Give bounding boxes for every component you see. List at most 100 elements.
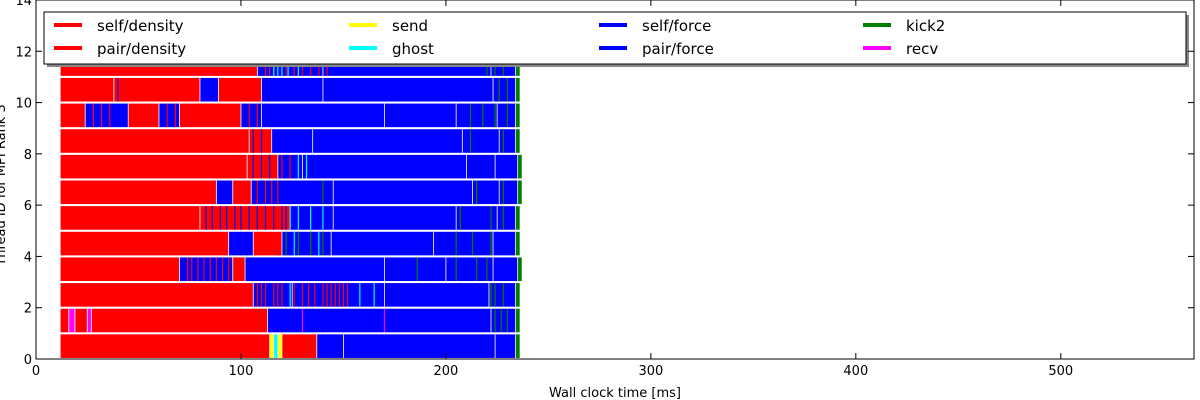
legend-box <box>43 11 1187 65</box>
y-tick-label-0: 0 <box>24 353 32 368</box>
y-tick-label-6: 6 <box>24 199 32 214</box>
task-tick-thread-10-24-1 <box>264 77 267 102</box>
task-tick-thread-2-4-3 <box>273 283 275 307</box>
task-bar-thread-8-1 <box>249 129 272 153</box>
task-bar-thread-3-4 <box>384 257 446 282</box>
task-tick-thread-2-4-11 <box>326 283 328 307</box>
task-bar-thread-1-8 <box>491 308 516 333</box>
task-bar-thread-4-6 <box>493 231 516 256</box>
task-tick-thread-3-7-2 <box>197 257 199 282</box>
task-bar-thread-4-5 <box>433 231 494 256</box>
task-bar-thread-8-6 <box>515 129 520 153</box>
task-tick-thread-1-1-7 <box>297 308 299 333</box>
task-bar-thread-4-2 <box>253 231 282 256</box>
y-tick-label-12: 12 <box>15 45 32 60</box>
task-tick-thread-2-4-1 <box>260 283 263 307</box>
task-tick-thread-2-4-7 <box>301 283 304 307</box>
task-bar-thread-1-0 <box>60 308 69 333</box>
task-tick-thread-1-1-9 <box>312 308 314 333</box>
task-tick-thread-5-14-2 <box>502 206 504 230</box>
task-tick-thread-5-12-4 <box>234 206 236 230</box>
task-tick-thread-5-13-3 <box>322 206 324 230</box>
task-tick-thread-9-22-5 <box>150 103 152 128</box>
task-tick-thread-5-12-7 <box>256 206 258 230</box>
task-tick-thread-2-4-13 <box>334 283 336 307</box>
task-bar-thread-5-4 <box>456 206 498 230</box>
task-tick-thread-4-10-2 <box>310 231 312 256</box>
task-bar-thread-9-7 <box>384 103 457 128</box>
task-tick-thread-2-6-0 <box>490 283 492 307</box>
task-tick-thread-7-18-1 <box>289 154 291 179</box>
task-tick-thread-2-4-6 <box>293 283 295 307</box>
legend-label-5: pair/force <box>642 40 714 58</box>
task-bar-thread-6-3 <box>251 180 334 205</box>
y-axis-label: Thread ID for MPI Rank 3 <box>0 104 9 266</box>
task-tick-thread-3-8-2 <box>476 257 478 282</box>
task-tick-thread-4-11-0 <box>293 231 295 256</box>
task-tick-thread-5-12-2 <box>219 206 222 230</box>
task-tick-thread-2-4-12 <box>330 283 332 307</box>
task-tick-thread-8-20-0 <box>252 129 254 153</box>
task-tick-thread-2-5-1 <box>359 283 361 307</box>
task-tick-thread-9-22-3 <box>133 103 135 128</box>
task-bar-thread-5-0 <box>60 206 200 230</box>
task-bar-thread-10-3 <box>218 77 262 102</box>
x-axis-label: Wall clock time [ms] <box>549 386 681 400</box>
task-bar-thread-9-0 <box>60 103 86 128</box>
task-tick-thread-0-0-4 <box>336 334 338 358</box>
task-bar-thread-4-4 <box>331 231 434 256</box>
y-tick-label-2: 2 <box>24 302 32 317</box>
y-tick-label-14: 14 <box>15 0 32 9</box>
task-bar-thread-9-2 <box>128 103 159 128</box>
x-tick-label-100: 100 <box>229 364 254 379</box>
task-tick-thread-10-25-1 <box>506 77 508 102</box>
task-bar-thread-9-6 <box>261 103 385 128</box>
task-tick-thread-9-22-6 <box>166 103 168 128</box>
task-bar-thread-3-3 <box>245 257 385 282</box>
task-tick-thread-7-18-0 <box>281 154 283 179</box>
task-bar-thread-5-2 <box>290 206 334 230</box>
task-tick-thread-3-7-9 <box>238 257 240 282</box>
task-bar-thread-10-7 <box>515 77 520 102</box>
task-bar-thread-8-2 <box>271 129 313 153</box>
task-bar-thread-10-0 <box>60 77 114 102</box>
x-tick-label-400: 400 <box>843 364 868 379</box>
task-tick-thread-2-4-10 <box>322 283 324 307</box>
task-bar-thread-6-7 <box>517 180 522 205</box>
x-tick-label-300: 300 <box>638 364 663 379</box>
task-tick-thread-2-5-0 <box>289 283 291 307</box>
task-tick-thread-5-13-2 <box>310 206 312 230</box>
task-tick-thread-1-1-5 <box>289 308 291 333</box>
task-bar-thread-1-4 <box>91 308 268 333</box>
task-tick-thread-3-7-5 <box>215 257 217 282</box>
task-bar-thread-0-8 <box>515 334 520 358</box>
task-bar-thread-0-5 <box>316 334 344 358</box>
task-bar-thread-4-3 <box>281 231 332 256</box>
task-tick-thread-4-10-4 <box>455 231 457 256</box>
task-bar-thread-0-7 <box>495 334 516 358</box>
task-tick-thread-2-4-4 <box>277 283 279 307</box>
task-bar-thread-7-1 <box>247 154 278 179</box>
task-bar-thread-2-3 <box>343 283 385 307</box>
task-bar-thread-0-3 <box>277 334 282 358</box>
task-tick-thread-1-1-2 <box>277 308 279 333</box>
task-tick-thread-5-12-3 <box>226 206 228 230</box>
task-tick-thread-1-1-1 <box>273 308 275 333</box>
task-tick-thread-2-5-2 <box>373 283 375 307</box>
task-bar-thread-7-4 <box>466 154 496 179</box>
task-bar-thread-7-5 <box>495 154 518 179</box>
task-bar-thread-9-8 <box>456 103 498 128</box>
y-tick-label-4: 4 <box>24 250 32 265</box>
task-bar-thread-3-1 <box>179 257 233 282</box>
task-bar-thread-4-7 <box>515 231 520 256</box>
task-tick-thread-4-11-1 <box>318 231 320 256</box>
task-tick-thread-2-4-2 <box>264 283 267 307</box>
task-tick-thread-2-4-8 <box>307 283 310 307</box>
task-tick-thread-7-17-1 <box>260 154 263 179</box>
task-tick-thread-3-7-7 <box>228 257 230 282</box>
task-bar-thread-3-7 <box>517 257 522 282</box>
task-tick-thread-9-23-3 <box>506 103 508 128</box>
task-bar-thread-0-2 <box>273 334 278 358</box>
task-tick-thread-1-2-1 <box>383 308 386 333</box>
task-tick-thread-7-19-0 <box>297 154 299 179</box>
